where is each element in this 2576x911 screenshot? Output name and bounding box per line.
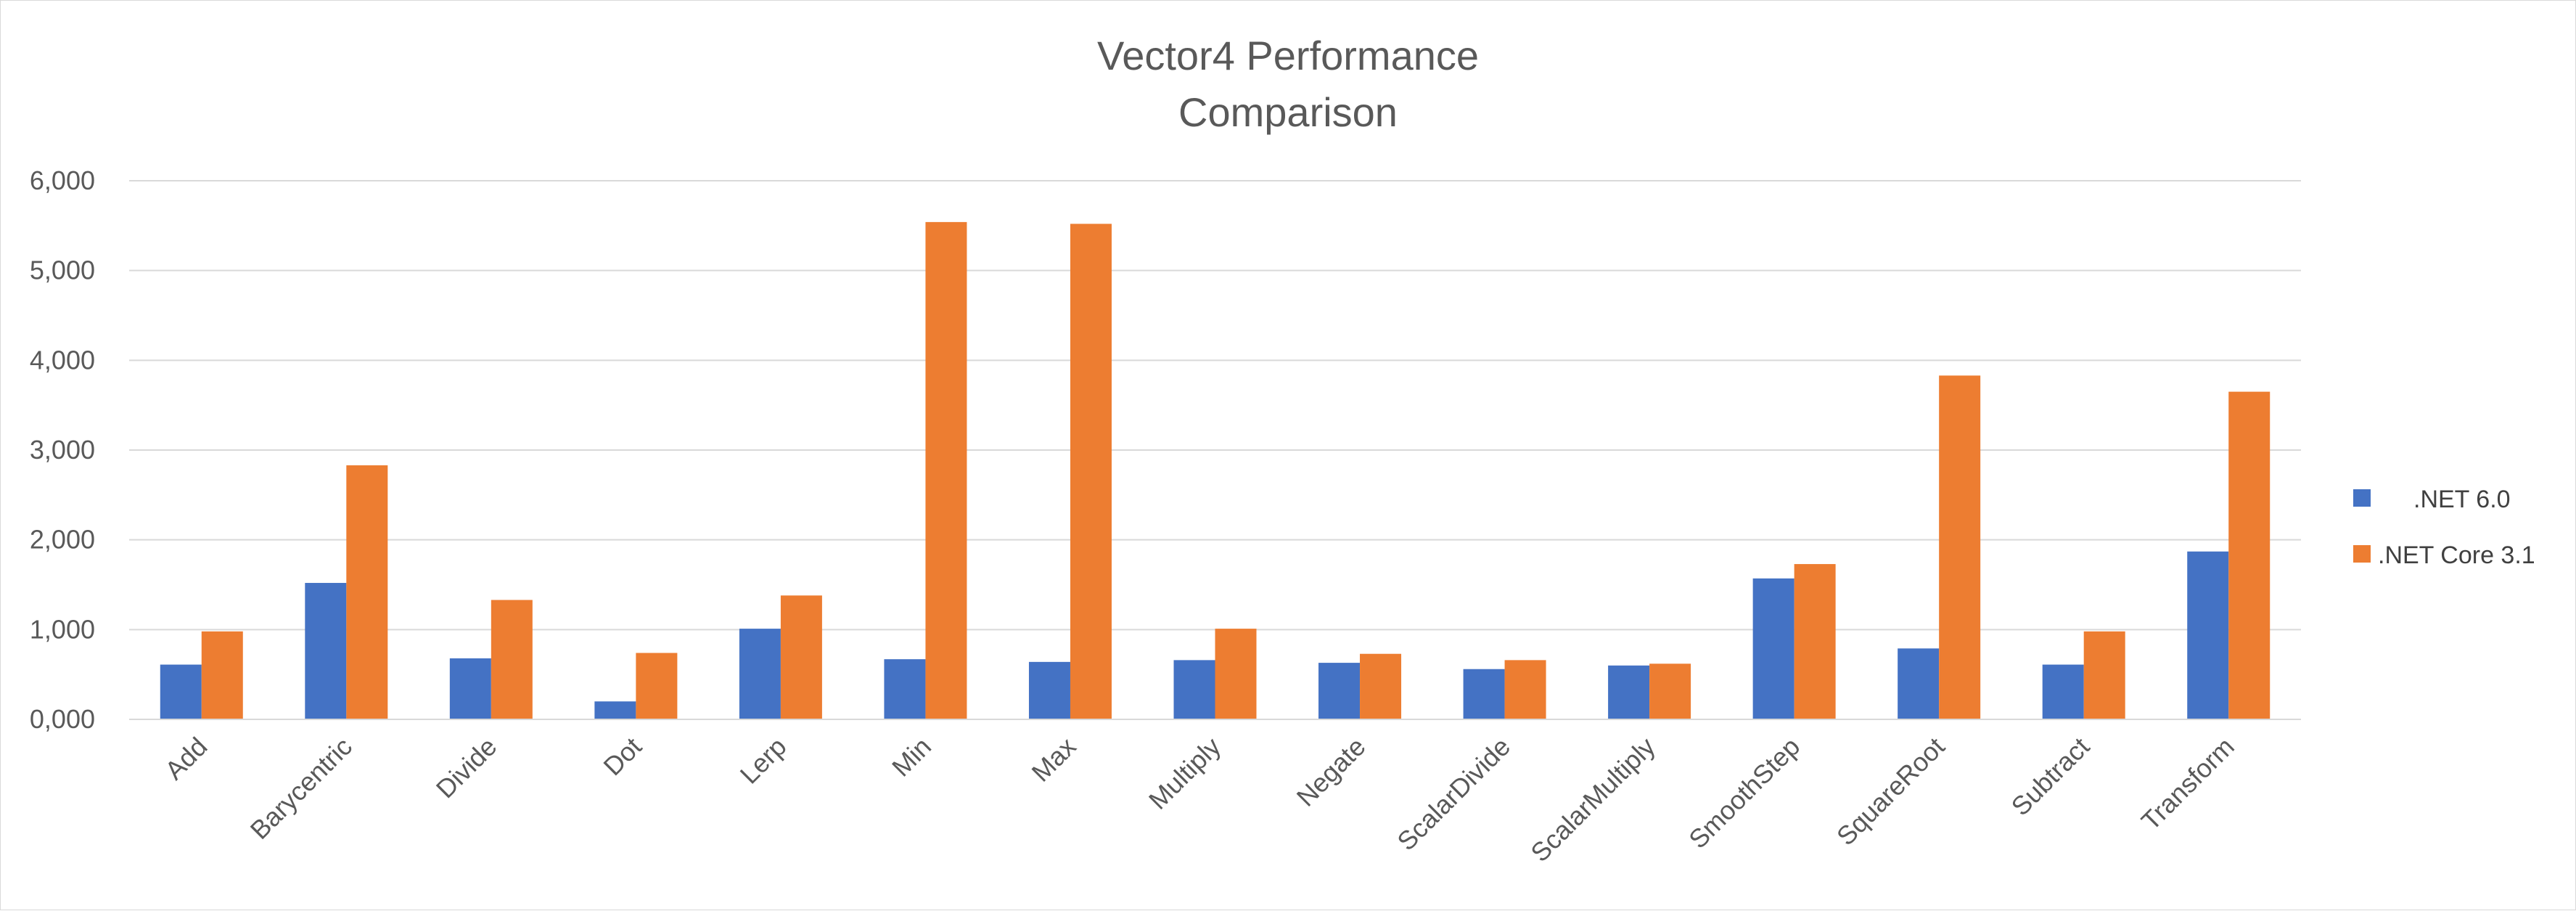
bar-netcore31-subtract xyxy=(2083,631,2125,719)
legend: .NET 6.0 .NET Core 3.1 xyxy=(2353,486,2535,569)
x-tick-label-smoothstep: SmoothStep xyxy=(1683,732,1805,854)
chart-title: Vector4 Performance Comparison xyxy=(1097,33,1479,135)
bar-net6-divide xyxy=(449,658,491,719)
bar-netcore31-scalardivide xyxy=(1504,660,1546,719)
bar-net6-transform xyxy=(2187,551,2229,719)
legend-label-netcore31: .NET Core 3.1 xyxy=(2378,542,2535,569)
bar-netcore31-lerp xyxy=(780,595,822,719)
bar-net6-dot xyxy=(594,701,636,719)
chart-title-line-1: Vector4 Performance xyxy=(1097,33,1479,78)
bar-netcore31-smoothstep xyxy=(1794,564,1836,719)
bar-netcore31-negate xyxy=(1360,653,1402,719)
x-tick-label-scalardivide: ScalarDivide xyxy=(1391,732,1516,857)
bar-netcore31-scalarmultiply xyxy=(1649,663,1691,719)
x-tick-label-negate: Negate xyxy=(1291,732,1371,812)
bar-net6-barycentric xyxy=(305,583,347,719)
y-tick-label: 4,000 xyxy=(30,345,95,375)
bar-netcore31-barycentric xyxy=(346,465,388,719)
x-tick-label-subtract: Subtract xyxy=(2006,732,2096,822)
x-tick-label-scalarmultiply: ScalarMultiply xyxy=(1525,732,1660,867)
bar-netcore31-add xyxy=(201,631,243,719)
bar-netcore31-min xyxy=(925,221,967,719)
bar-net6-multiply xyxy=(1173,660,1215,719)
bar-netcore31-multiply xyxy=(1215,629,1257,719)
bar-net6-smoothstep xyxy=(1752,578,1794,719)
x-tick-label-max: Max xyxy=(1026,732,1082,788)
x-tick-label-min: Min xyxy=(886,732,937,783)
y-tick-label: 5,000 xyxy=(30,256,95,285)
legend-swatch-net6 xyxy=(2353,489,2371,507)
x-tick-label-dot: Dot xyxy=(597,732,647,782)
bar-net6-squareroot xyxy=(1898,648,1940,719)
x-tick-label-lerp: Lerp xyxy=(734,732,792,790)
x-tick-label-divide: Divide xyxy=(430,732,503,804)
bar-netcore31-divide xyxy=(491,600,533,719)
legend-swatch-netcore31 xyxy=(2353,545,2371,563)
bar-net6-min xyxy=(884,659,926,719)
bar-net6-subtract xyxy=(2042,664,2084,719)
bar-net6-negate xyxy=(1318,663,1361,719)
y-tick-label: 0,000 xyxy=(30,704,95,734)
bar-net6-add xyxy=(160,664,202,719)
bar-net6-scalardivide xyxy=(1463,669,1505,719)
y-tick-label: 2,000 xyxy=(30,525,95,555)
bar-netcore31-transform xyxy=(2228,391,2271,719)
x-tick-label-add: Add xyxy=(159,732,213,785)
y-tick-label: 6,000 xyxy=(30,166,95,195)
x-axis-ticks: Add Barycentric Divide Dot Lerp Min Max Multipl… xyxy=(159,732,2240,867)
bars xyxy=(160,221,2271,719)
y-tick-label: 1,000 xyxy=(30,614,95,644)
x-tick-label-barycentric: Barycentric xyxy=(245,732,358,845)
x-tick-label-transform: Transform xyxy=(2136,732,2240,836)
y-tick-label: 3,000 xyxy=(30,435,95,465)
bar-net6-scalarmultiply xyxy=(1608,665,1650,719)
bar-netcore31-squareroot xyxy=(1939,375,1981,719)
chart-title-line-2: Comparison xyxy=(1178,89,1398,135)
bar-net6-max xyxy=(1028,661,1070,719)
bar-netcore31-max xyxy=(1070,224,1112,719)
x-tick-label-squareroot: SquareRoot xyxy=(1831,732,1951,851)
y-axis-ticks: 0,000 1,000 2,000 3,000 4,000 5,000 6,000 xyxy=(30,166,95,734)
legend-label-net6: .NET 6.0 xyxy=(2413,486,2511,513)
x-tick-label-multiply: Multiply xyxy=(1143,732,1226,815)
bar-net6-lerp xyxy=(739,629,781,719)
bar-netcore31-dot xyxy=(636,653,678,719)
